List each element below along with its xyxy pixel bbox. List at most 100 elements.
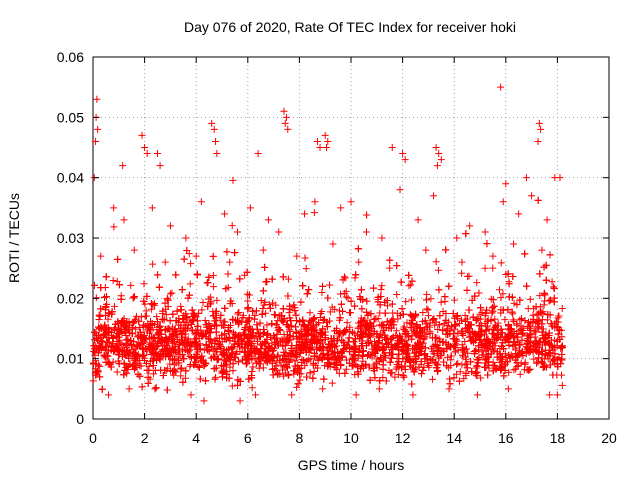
- data-point: [153, 352, 161, 360]
- data-point: [461, 311, 469, 319]
- data-point: [343, 356, 351, 364]
- data-point: [133, 353, 141, 361]
- data-point: [347, 297, 355, 305]
- data-point: [129, 345, 137, 353]
- data-point: [115, 360, 123, 368]
- data-point: [228, 382, 236, 390]
- data-point: [376, 331, 384, 339]
- data-point: [369, 348, 377, 356]
- data-point: [546, 352, 554, 360]
- data-point: [170, 330, 178, 338]
- data-point: [262, 339, 270, 347]
- data-point: [250, 315, 258, 323]
- data-point: [554, 324, 562, 332]
- data-point: [463, 286, 471, 294]
- data-point: [229, 367, 237, 375]
- data-point: [310, 314, 318, 322]
- data-point: [176, 327, 184, 335]
- data-point: [179, 351, 187, 359]
- data-point: [509, 316, 517, 324]
- data-point: [223, 370, 231, 378]
- data-point: [195, 335, 203, 343]
- data-point: [510, 366, 518, 374]
- data-point: [348, 362, 356, 370]
- data-point: [500, 372, 508, 380]
- data-point: [143, 292, 151, 300]
- data-point: [245, 291, 253, 299]
- data-point: [393, 290, 401, 298]
- data-point: [127, 281, 135, 289]
- data-point: [292, 329, 300, 337]
- data-point: [243, 268, 251, 276]
- data-point: [421, 344, 429, 352]
- data-point: [89, 360, 97, 368]
- data-point: [510, 318, 518, 326]
- data-point: [432, 258, 440, 266]
- data-point: [513, 359, 521, 367]
- data-point: [194, 317, 202, 325]
- data-point: [386, 256, 394, 264]
- data-point: [449, 310, 457, 318]
- data-point: [549, 283, 557, 291]
- data-point: [513, 321, 521, 329]
- data-point: [303, 290, 311, 298]
- data-point: [488, 329, 496, 337]
- data-point: [472, 347, 480, 355]
- data-point: [406, 358, 414, 366]
- data-point: [212, 373, 220, 381]
- data-point: [435, 286, 443, 294]
- data-point: [257, 297, 265, 305]
- data-point: [458, 269, 466, 277]
- data-point: [310, 332, 318, 340]
- data-point: [168, 344, 176, 352]
- data-point: [124, 346, 132, 354]
- data-point: [344, 294, 352, 302]
- data-point: [429, 316, 437, 324]
- data-point: [473, 279, 481, 287]
- data-point: [361, 316, 369, 324]
- data-point: [92, 294, 100, 302]
- data-point: [332, 342, 340, 350]
- data-point: [264, 343, 272, 351]
- data-point: [148, 345, 156, 353]
- data-point: [191, 339, 199, 347]
- data-point: [318, 288, 326, 296]
- data-point: [213, 322, 221, 330]
- data-point: [508, 353, 516, 361]
- data-point: [532, 328, 540, 336]
- data-point: [426, 329, 434, 337]
- data-point: [275, 326, 283, 334]
- data-point: [234, 317, 242, 325]
- data-point: [270, 311, 278, 319]
- data-point: [459, 351, 467, 359]
- data-point: [381, 352, 389, 360]
- data-point: [465, 306, 473, 314]
- data-point: [277, 312, 285, 320]
- data-point: [489, 296, 497, 304]
- data-point: [398, 364, 406, 372]
- data-point: [183, 247, 191, 255]
- data-point: [227, 356, 235, 364]
- data-point: [402, 327, 410, 335]
- data-point: [542, 261, 550, 269]
- data-point: [252, 359, 260, 367]
- data-point: [501, 316, 509, 324]
- data-point: [319, 282, 327, 290]
- data-point: [140, 321, 148, 329]
- data-point: [96, 373, 104, 381]
- data-point: [212, 321, 220, 329]
- data-point: [421, 317, 429, 325]
- data-point: [505, 368, 513, 376]
- data-point: [426, 356, 434, 364]
- data-point: [446, 375, 454, 383]
- data-point: [100, 330, 108, 338]
- data-point: [555, 354, 563, 362]
- data-point: [306, 309, 314, 317]
- data-point: [441, 293, 449, 301]
- data-point: [120, 371, 128, 379]
- data-point: [437, 298, 445, 306]
- data-point: [245, 314, 253, 322]
- data-point: [166, 352, 174, 360]
- data-point: [532, 303, 540, 311]
- data-points: [89, 83, 566, 405]
